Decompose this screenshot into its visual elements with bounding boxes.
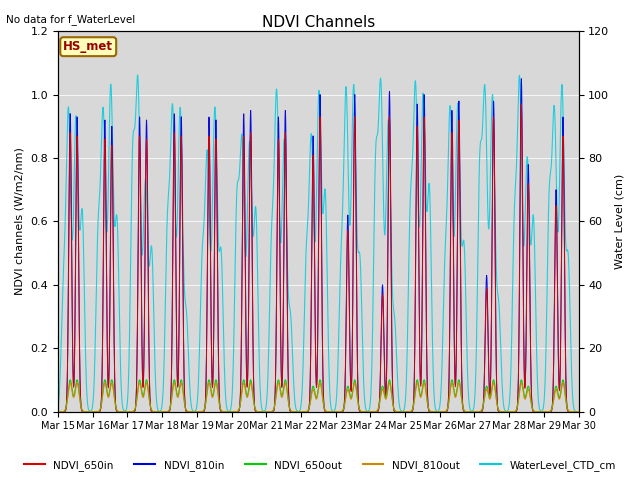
Text: HS_met: HS_met [63,40,113,53]
Text: No data for f_WaterLevel: No data for f_WaterLevel [6,14,136,25]
Legend: NDVI_650in, NDVI_810in, NDVI_650out, NDVI_810out, WaterLevel_CTD_cm: NDVI_650in, NDVI_810in, NDVI_650out, NDV… [20,456,620,475]
Title: NDVI Channels: NDVI Channels [262,15,375,30]
Y-axis label: Water Level (cm): Water Level (cm) [615,174,625,269]
Y-axis label: NDVI channels (W/m2/nm): NDVI channels (W/m2/nm) [15,147,25,295]
